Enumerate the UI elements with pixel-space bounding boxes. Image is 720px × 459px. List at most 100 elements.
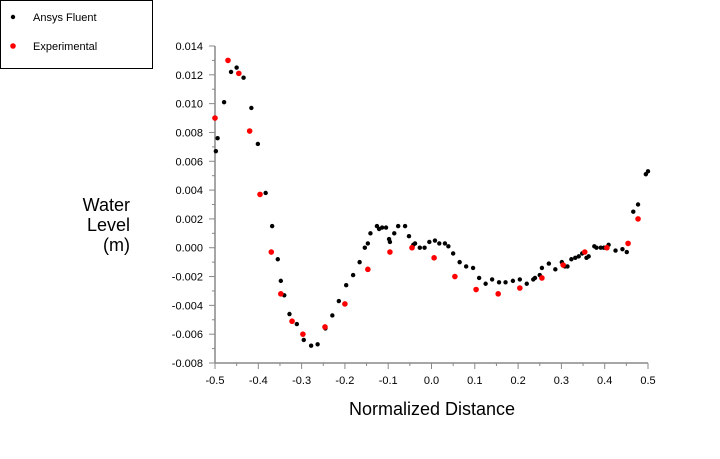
- fluent-point: [412, 241, 418, 246]
- fluent-point: [450, 251, 456, 256]
- fluent-point: [357, 259, 362, 265]
- fluent-point: [350, 272, 356, 278]
- fluent-point: [387, 239, 393, 245]
- experimental-point: [246, 128, 253, 134]
- fluent-point: [241, 75, 246, 80]
- experimental-point: [581, 249, 588, 255]
- fluent-point: [427, 239, 432, 245]
- fluent-point: [457, 259, 462, 265]
- x-tick-label: 0.4: [597, 375, 612, 387]
- experimental-point: [387, 249, 393, 255]
- fluent-point: [645, 169, 651, 174]
- fluent-point: [463, 264, 469, 269]
- y-tick-label: 0.000: [175, 243, 203, 255]
- legend-marker-experimental: [10, 43, 16, 49]
- fluent-point: [221, 99, 227, 105]
- fluent-point: [301, 337, 306, 343]
- y-tick-label: 0.010: [175, 99, 203, 111]
- fluent-point: [489, 277, 495, 282]
- experimental-point: [342, 301, 348, 307]
- fluent-point: [392, 231, 397, 236]
- y-axis-label-line1: Water: [83, 195, 130, 215]
- fluent-point: [553, 267, 558, 272]
- legend-marker-fluent: [10, 14, 16, 20]
- experimental-point: [268, 249, 275, 255]
- fluent-point: [368, 231, 373, 236]
- legend-label-experimental: Experimental: [33, 41, 97, 53]
- experimental-point: [225, 57, 231, 64]
- fluent-point: [539, 265, 545, 271]
- x-axis-label: Normalized Distance: [349, 399, 515, 419]
- y-tick-label: 0.002: [175, 214, 203, 226]
- fluent-point: [586, 254, 591, 259]
- y-axis-label-line2: Level: [87, 215, 130, 235]
- fluent-point: [546, 261, 552, 266]
- y-tick-label: -0.008: [172, 358, 203, 370]
- experimental-point: [322, 324, 328, 330]
- fluent-point: [532, 275, 538, 281]
- fluent-point: [294, 321, 300, 327]
- fluent-point: [569, 257, 574, 262]
- experimental-point: [431, 255, 437, 261]
- experimental-point: [560, 262, 566, 268]
- experimental-point: [517, 285, 523, 291]
- fluent-point: [379, 225, 385, 230]
- y-tick-label: -0.006: [172, 329, 203, 341]
- fluent-point: [234, 65, 239, 70]
- experimental-point: [473, 286, 479, 293]
- fluent-point: [598, 245, 604, 250]
- fluent-point: [215, 136, 220, 141]
- experimental-point: [625, 240, 631, 247]
- x-tick-label: 0.5: [640, 375, 655, 387]
- fluent-point: [613, 248, 618, 253]
- fluent-point: [565, 264, 570, 269]
- fluent-point: [442, 241, 448, 246]
- fluent-point: [503, 280, 508, 285]
- fluent-point: [422, 245, 427, 250]
- fluent-point: [437, 241, 442, 246]
- fluent-point: [631, 209, 636, 214]
- fluent-point: [476, 275, 482, 281]
- y-axis-label-line3: (m): [103, 235, 130, 255]
- x-tick-label: 0.2: [510, 375, 525, 387]
- fluent-point: [517, 277, 523, 282]
- fluent-point: [620, 246, 625, 252]
- x-tick-label: -0.5: [206, 375, 225, 387]
- y-tick-label: -0.002: [172, 272, 203, 284]
- experimental-point: [236, 70, 242, 77]
- fluent-point: [496, 280, 502, 285]
- fluent-point: [315, 342, 320, 347]
- fluent-point: [365, 241, 371, 246]
- fluent-point: [249, 105, 254, 111]
- experimental-point: [635, 216, 641, 222]
- fluent-point: [470, 265, 476, 271]
- fluent-point: [263, 190, 268, 196]
- fluent-point: [362, 245, 368, 250]
- experimental-point: [257, 191, 263, 198]
- x-tick-label: 0.1: [467, 375, 482, 387]
- x-tick-label: 0.0: [424, 375, 439, 387]
- experimental-point: [452, 273, 458, 280]
- fluent-point: [255, 141, 261, 147]
- fluent-point: [483, 281, 488, 286]
- legend-label-fluent: Ansys Fluent: [33, 12, 97, 24]
- y-tick-label: 0.012: [175, 70, 203, 82]
- x-tick-label: -0.2: [335, 375, 354, 387]
- x-tick-label: 0.3: [554, 375, 569, 387]
- fluent-point: [308, 343, 314, 348]
- fluent-point: [446, 244, 451, 249]
- fluent-point: [624, 249, 629, 255]
- fluent-point: [635, 202, 641, 207]
- x-tick-label: -0.3: [292, 375, 311, 387]
- fluent-point: [402, 223, 408, 229]
- legend-box: [0, 0, 153, 69]
- fluent-point: [287, 311, 292, 317]
- fluent-point: [432, 238, 438, 243]
- experimental-point: [212, 115, 218, 121]
- fluent-point: [510, 278, 516, 284]
- x-tick-label: -0.4: [249, 375, 268, 387]
- fluent-point: [406, 234, 412, 239]
- y-tick-label: -0.004: [172, 300, 203, 312]
- fluent-point: [594, 245, 599, 250]
